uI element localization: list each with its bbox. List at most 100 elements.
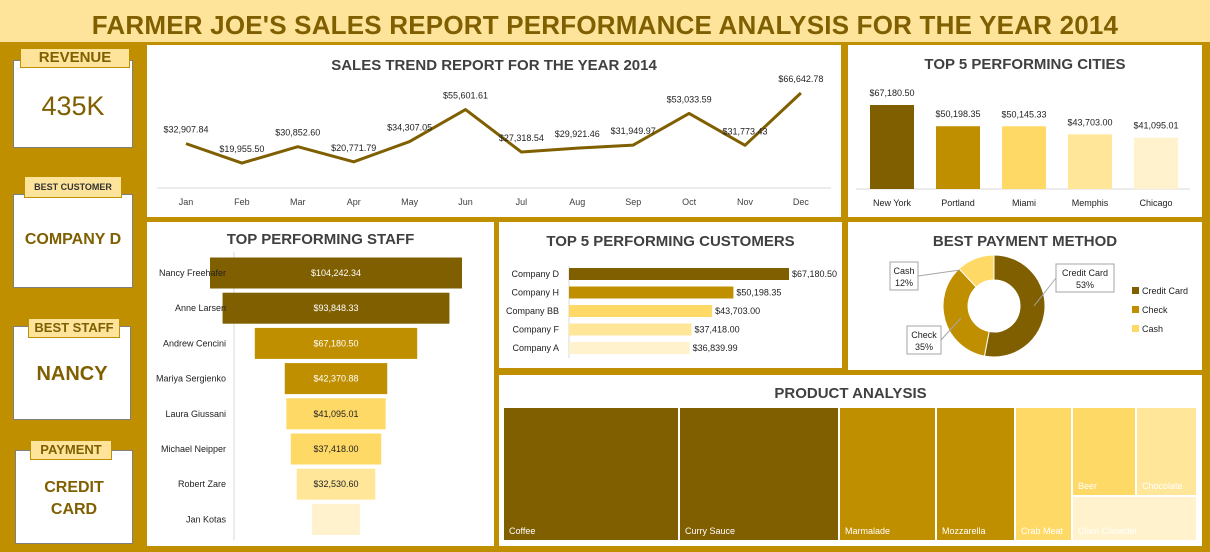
product-label: Mozzarella [942,526,986,536]
customer-bar [569,286,734,299]
staff-bar [210,257,462,289]
staff-value-label: $93,848.33 [313,303,358,313]
payment-percent-label: 35% [915,342,933,352]
payment-card: CREDIT CARD [15,450,133,544]
best-staff-value: NANCY [36,363,108,385]
payment-callout [1055,263,1115,293]
payment-category-label: Cash [893,266,914,276]
product-tile [680,408,838,540]
payment-label: PAYMENT [30,440,112,460]
staff-name-label: Andrew Cencini [163,338,226,348]
product-label: Chocolate [1142,481,1183,491]
legend-swatch [1132,325,1139,332]
sales-data-label: $34,307.05 [387,123,432,133]
city-bar [870,105,914,189]
staff-name-label: Nancy Freehafer [159,268,226,278]
customer-name-label: Company A [512,343,559,353]
month-tick-label: Aug [569,197,585,207]
month-tick-label: Jul [516,197,528,207]
customer-bar [569,323,692,336]
city-tick-label: Portland [941,198,975,208]
city-value-label: $50,145.33 [1001,109,1046,119]
top-customers-card: TOP 5 PERFORMING CUSTOMERS $67,180.50 Com… [499,222,842,368]
payment-callout [889,261,919,291]
legend-label: Check [1142,305,1168,315]
legend-label: Cash [1142,324,1163,334]
best-customer-card: COMPANY D [13,194,133,288]
month-tick-label: Jan [179,197,194,207]
top-customers-chart: $67,180.50 Company D $50,198.35 Company H $4… [506,266,837,358]
staff-value-label: $67,180.50 [313,338,358,348]
product-tile [937,408,1014,540]
product-label: Clam Chowder [1078,526,1138,536]
best-staff-label: BEST STAFF [28,318,120,338]
sales-data-label: $20,771.79 [331,143,376,153]
payment-slice [942,268,990,357]
staff-name-label: Mariya Sergienko [156,374,226,384]
staff-value-label: $104,242.34 [311,268,361,278]
staff-value-label: $41,095.01 [313,409,358,419]
product-tile [1137,408,1196,495]
staff-name-label: Michael Neipper [161,444,226,454]
product-tile [1073,497,1196,540]
payment-category-label: Credit Card [1062,268,1108,278]
staff-name-label: Jan Kotas [186,514,227,524]
month-tick-label: Sep [625,197,641,207]
sales-data-label: $66,642.78 [778,74,823,84]
city-value-label: $41,095.01 [1133,121,1178,131]
month-tick-label: Oct [682,197,697,207]
sales-trend-title: SALES TREND REPORT FOR THE YEAR 2014 [331,57,657,74]
customer-name-label: Company H [511,288,559,298]
top-staff-chart: $104,242.34 Nancy Freehafer $93,848.33 Anne… [156,252,462,540]
city-tick-label: New York [873,198,912,208]
customer-value-label: $43,703.00 [715,306,760,316]
sales-data-label: $53,033.59 [667,94,712,104]
revenue-value: 435K [41,91,105,121]
month-tick-label: Mar [290,197,306,207]
product-label: Curry Sauce [685,526,735,536]
staff-bar [311,503,361,535]
sales-data-label: $29,921.46 [555,129,600,139]
product-label: Marmalade [845,526,890,536]
staff-bar [284,363,388,395]
month-tick-label: Nov [737,197,754,207]
sales-data-label: $32,907.84 [163,125,208,135]
payment-callout [906,325,942,355]
customer-name-label: Company D [511,269,559,279]
city-bar [936,126,980,189]
top-cities-card: TOP 5 PERFORMING CITIES $67,180.50 New Yo… [848,45,1202,217]
product-tile [1016,408,1071,540]
top-customers-title: TOP 5 PERFORMING CUSTOMERS [546,233,795,250]
payment-value-line1: CREDIT [44,479,104,496]
product-analysis-title: PRODUCT ANALYSIS [774,385,927,402]
sales-trend-chart: $32,907.84 Jan $19,955.50 Feb $30,852.60 Mar $… [157,74,831,207]
sales-data-label: $30,852.60 [275,128,320,138]
staff-value-label: $32,530.60 [313,479,358,489]
staff-bar [290,433,382,465]
payment-percent-label: 53% [1076,280,1094,290]
payment-slice [983,254,1046,358]
product-tile [840,408,935,540]
staff-value-label: $42,370.88 [313,374,358,384]
sales-data-label: $19,955.50 [219,144,264,154]
month-tick-label: May [401,197,419,207]
best-staff-card: NANCY [13,326,131,420]
month-tick-label: Feb [234,197,250,207]
legend-label: Credit Card [1142,286,1188,296]
month-tick-label: Dec [793,197,810,207]
product-label: Coffee [509,526,535,536]
sales-data-label: $55,601.61 [443,91,488,101]
city-tick-label: Chicago [1139,198,1172,208]
city-value-label: $50,198.35 [935,109,980,119]
product-analysis-card: PRODUCT ANALYSIS Coffee Curry Sauce Marmal… [499,375,1202,546]
payment-slice [958,254,995,288]
sales-data-label: $31,949.97 [611,126,656,136]
payment-leader-line [1033,277,1057,307]
customer-bar [569,305,713,317]
top-cities-chart: $67,180.50 New York $50,198.35 Portland $50,… [856,88,1190,208]
staff-value-label: $37,418.00 [313,444,358,454]
best-customer-value: COMPANY D [24,231,122,248]
city-tick-label: Miami [1012,198,1036,208]
payment-method-title: BEST PAYMENT METHOD [932,233,1118,250]
customer-bar [569,268,789,280]
